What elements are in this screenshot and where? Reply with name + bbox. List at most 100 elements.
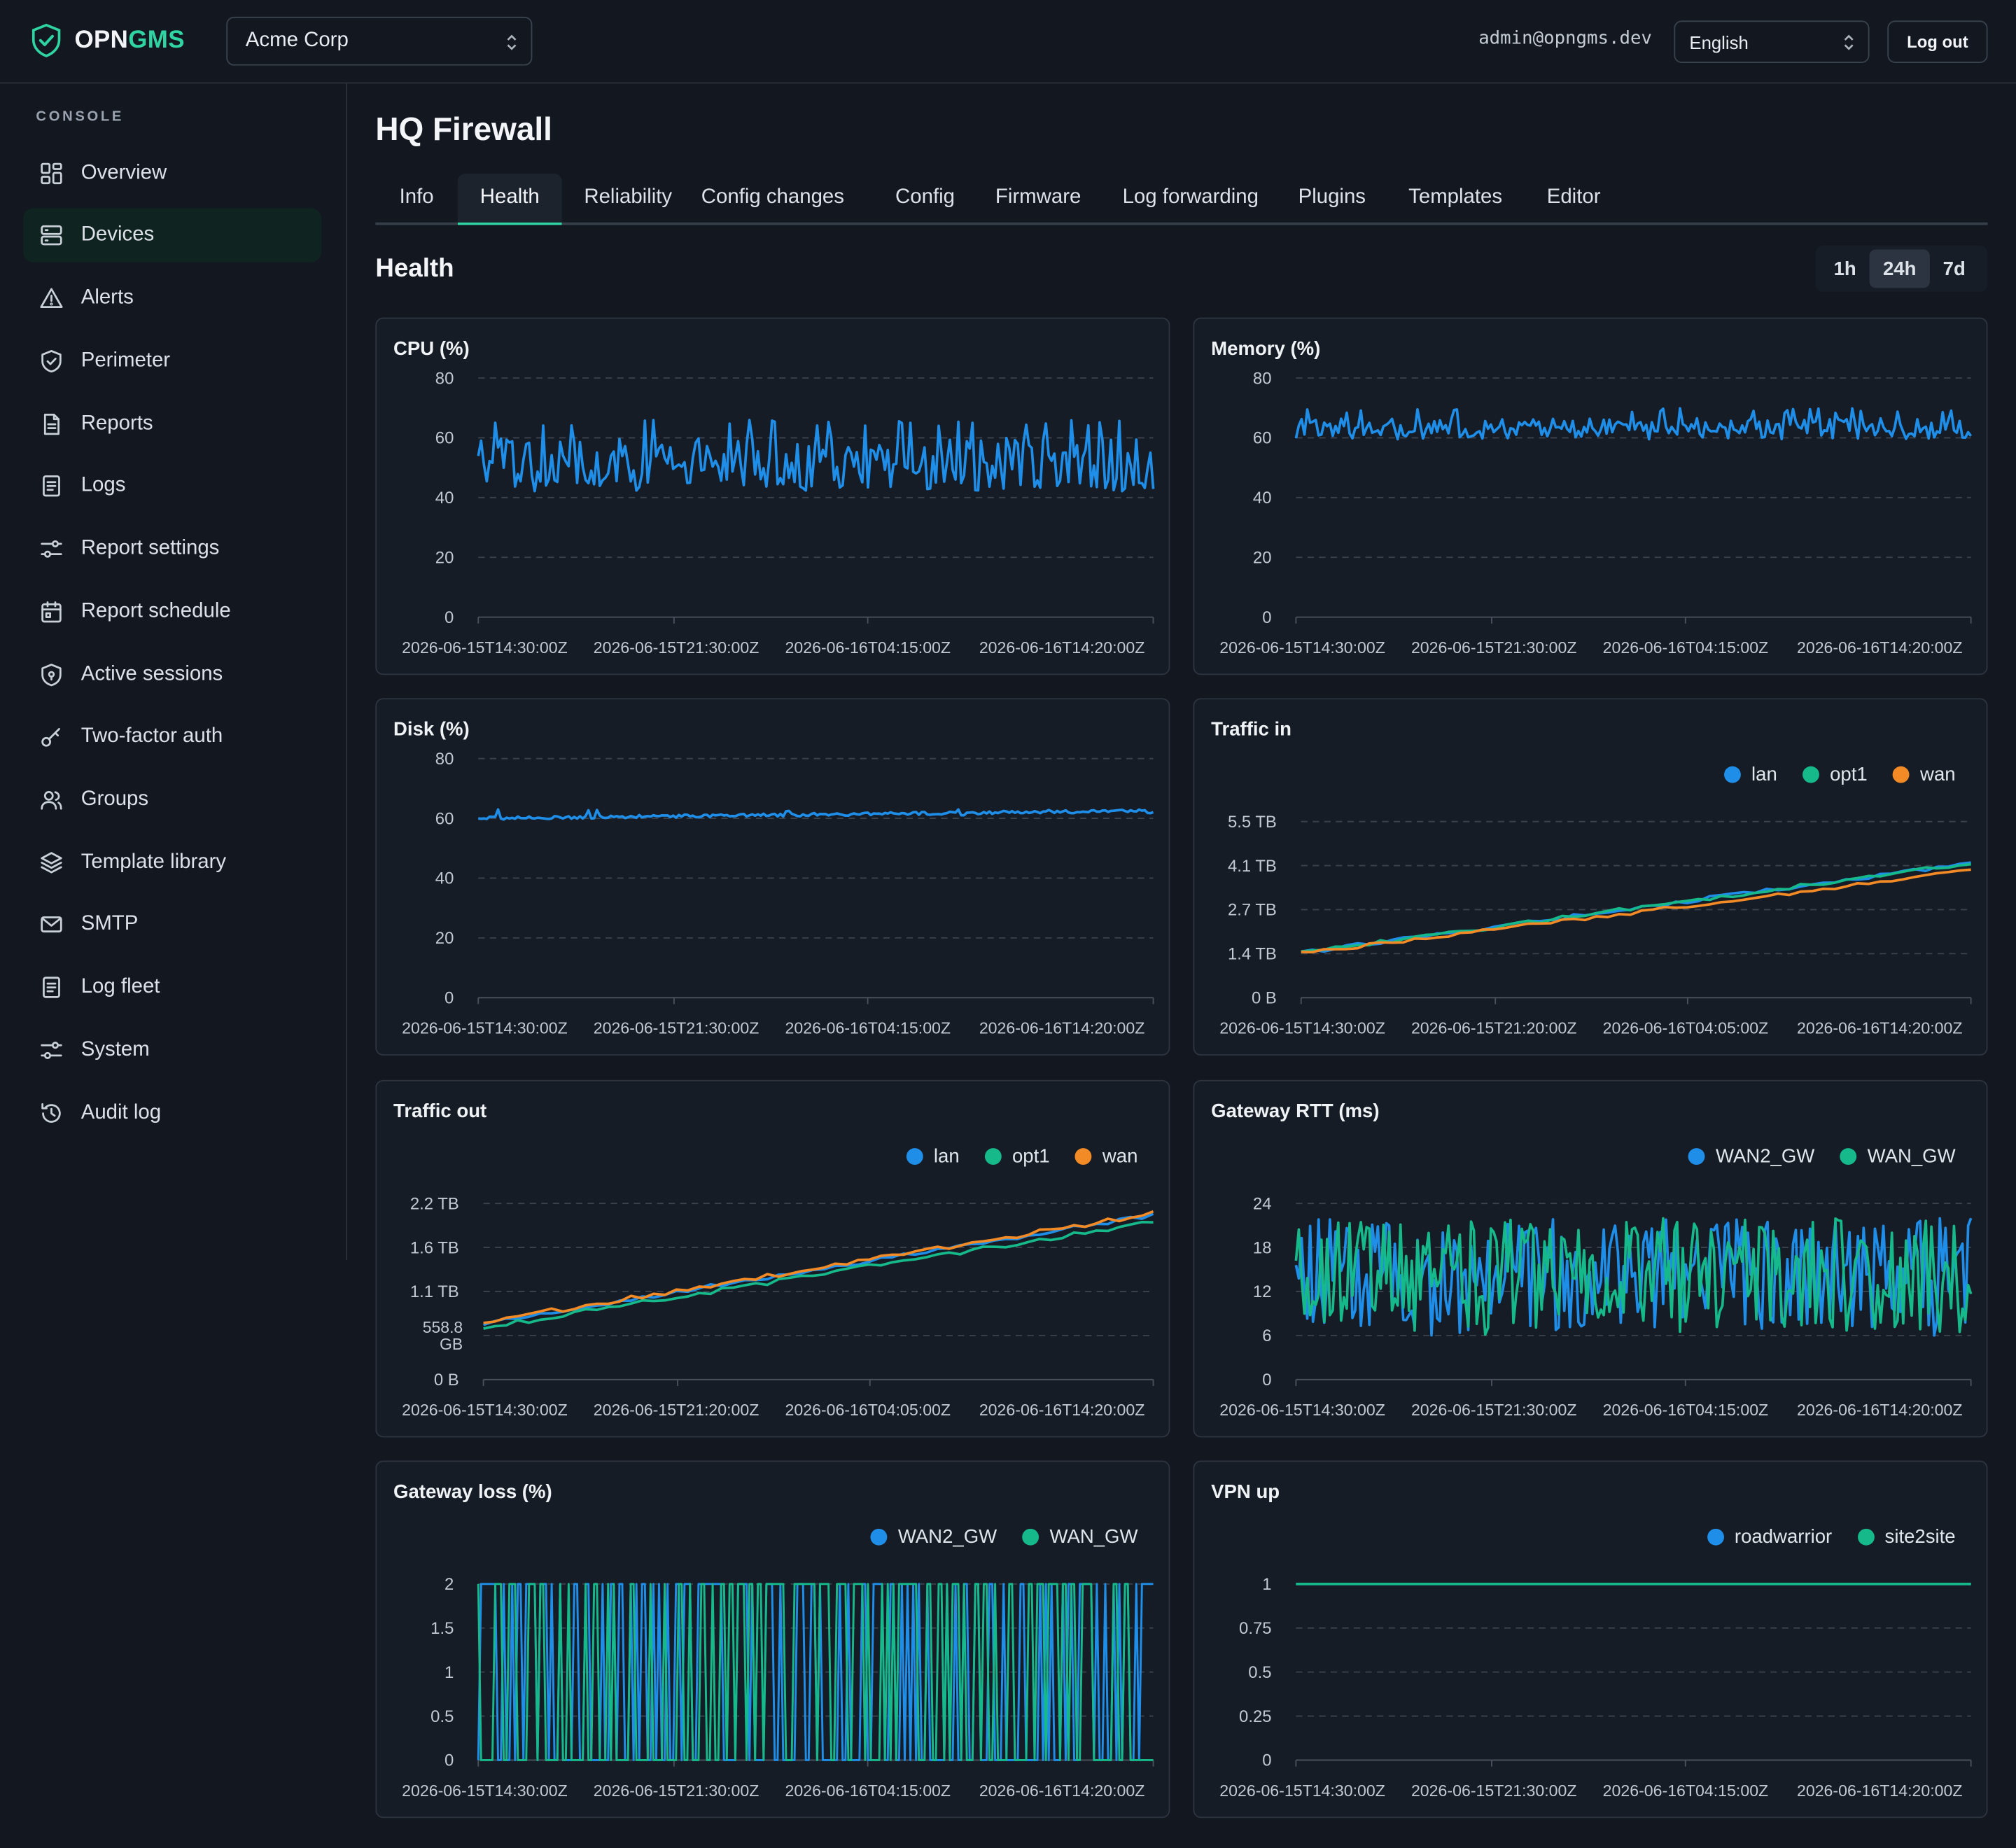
chart-card-cpu: CPU (%) 80 60 40 20 0 2026-06-15T14:30:00Z 2026… — [375, 317, 1170, 676]
legend-item[interactable]: wan — [1075, 1145, 1138, 1168]
tab-health[interactable]: Health — [457, 173, 562, 225]
chart-title: Gateway RTT (ms) — [1211, 1100, 1380, 1123]
legend-item[interactable]: lan — [1724, 764, 1777, 785]
series-line — [1294, 407, 1973, 441]
x-tick-label: 2026-06-15T14:30:00Z — [1219, 1782, 1385, 1800]
tab-editor[interactable]: Editor — [1546, 186, 1601, 209]
legend-label: WAN_GW — [1867, 1145, 1956, 1168]
sidebar-item-perimeter[interactable]: Perimeter — [23, 335, 321, 388]
series-line-wan — [1301, 868, 1971, 954]
chart-title: VPN up — [1211, 1480, 1280, 1504]
y-tick-label: 0.25 — [1239, 1707, 1271, 1726]
sidebar-item-audit-log[interactable]: Audit log — [23, 1086, 321, 1140]
brand-name-part-2: GMS — [128, 26, 185, 54]
x-tick-label: 2026-06-15T14:30:00Z — [402, 1782, 568, 1800]
legend-item[interactable]: site2site — [1857, 1526, 1956, 1548]
sidebar-item-report-settings[interactable]: Report settings — [23, 522, 321, 576]
sidebar-item-logs[interactable]: Logs — [23, 459, 321, 513]
y-tick-label: 0.5 — [1248, 1663, 1271, 1682]
chart-card-memory: Memory (%) 80 60 40 20 0 2026-06-15T14:30:00Z 2… — [1193, 317, 1988, 676]
x-tick-label: 2026-06-16T14:20:00Z — [979, 1401, 1145, 1419]
legend-item[interactable]: lan — [906, 1145, 960, 1168]
legend-swatch — [1724, 766, 1742, 783]
range-option-7d[interactable]: 7d — [1942, 258, 1966, 280]
tab-firmware[interactable]: Firmware — [995, 186, 1082, 209]
sidebar-item-template-library[interactable]: Template library — [23, 836, 321, 890]
sidebar-item-smtp[interactable]: SMTP — [23, 897, 321, 951]
sidebar-item-label: Two-factor auth — [80, 724, 223, 748]
sidebar-item-reports[interactable]: Reports — [23, 398, 321, 451]
sidebar-item-overview[interactable]: Overview — [23, 146, 321, 200]
range-option-24h[interactable]: 24h — [1869, 249, 1930, 288]
shield-check-icon — [31, 23, 61, 57]
y-tick-label: 80 — [435, 750, 454, 769]
legend-item[interactable]: WAN2_GW — [871, 1526, 997, 1548]
legend-item[interactable]: WAN2_GW — [1688, 1145, 1814, 1168]
y-tick-label: 0 — [1262, 608, 1271, 627]
y-tick-label: 1.6 TB — [410, 1238, 459, 1257]
sidebar: CONSOLE Overview Devices Alerts Perimeter Re… — [0, 83, 347, 1260]
tab-log-forwarding[interactable]: Log forwarding — [1122, 186, 1259, 209]
brand-logo[interactable]: OPNGMS — [31, 23, 185, 58]
y-tick-label: 0 — [444, 608, 454, 627]
legend-item[interactable]: opt1 — [1802, 764, 1868, 785]
legend-swatch — [985, 1148, 1002, 1166]
sidebar-item-log-fleet[interactable]: Log fleet — [23, 960, 321, 1014]
chart-plot: 80 60 40 20 0 2026-06-15T14:30:00Z 2026-06-15T… — [402, 369, 1155, 657]
sidebar-item-system[interactable]: System — [23, 1023, 321, 1077]
device-tabs: Info Health Reliability Config changes Confi… — [375, 173, 1988, 225]
tab-config-changes[interactable]: Config changes — [701, 186, 844, 209]
y-tick-label: 1 — [1262, 1575, 1271, 1594]
x-tick-label: 2026-06-15T14:30:00Z — [1219, 1019, 1385, 1037]
legend-item[interactable]: roadwarrior — [1707, 1526, 1832, 1548]
x-tick-label: 2026-06-15T21:30:00Z — [1411, 638, 1577, 657]
y-tick-label: 0 — [1262, 1371, 1271, 1390]
x-tick-label: 2026-06-15T21:30:00Z — [1411, 1782, 1577, 1800]
legend-item[interactable]: opt1 — [985, 1145, 1050, 1168]
x-tick-label: 2026-06-16T04:15:00Z — [1603, 1782, 1769, 1800]
sidebar-item-label: Log fleet — [80, 976, 160, 998]
legend-item[interactable]: wan — [1893, 763, 1956, 786]
chart-plot: 80 60 40 20 0 2026-06-15T14:30:00Z 2026-06-15T… — [1219, 369, 1973, 657]
y-tick-label: 1.1 TB — [410, 1282, 459, 1301]
sidebar-item-two-factor-auth[interactable]: Two-factor auth — [23, 710, 321, 764]
legend-label: lan — [1751, 763, 1777, 786]
range-option-1h[interactable]: 1h — [1833, 258, 1856, 280]
x-tick-label: 2026-06-15T21:30:00Z — [594, 1019, 760, 1037]
legend-item[interactable]: WAN_GW — [1022, 1526, 1138, 1548]
sidebar-item-label: Overview — [80, 162, 167, 184]
logout-button[interactable]: Log out — [1887, 20, 1988, 63]
tab-plugins[interactable]: Plugins — [1298, 186, 1366, 209]
sidebar-item-alerts[interactable]: Alerts — [23, 272, 321, 326]
shield-icon — [38, 349, 64, 374]
shield-lock-icon — [38, 662, 64, 688]
x-tick-label: 2026-06-15T14:30:00Z — [402, 1401, 568, 1419]
y-tick-label: 0 B — [1252, 989, 1277, 1008]
sidebar-item-label: Report settings — [80, 537, 220, 559]
tab-reliability[interactable]: Reliability — [584, 186, 673, 209]
legend-label: wan — [1920, 763, 1956, 786]
y-tick-label: 20 — [435, 548, 454, 567]
y-tick-label: 0.5 — [430, 1707, 454, 1726]
legend-item[interactable]: WAN_GW — [1840, 1145, 1956, 1168]
sidebar-item-groups[interactable]: Groups — [23, 773, 321, 827]
tab-info[interactable]: Info — [399, 186, 434, 209]
sidebar-item-report-schedule[interactable]: Report schedule — [23, 585, 321, 639]
language-select[interactable]: English — [1674, 20, 1870, 63]
sidebar-item-label: Alerts — [80, 286, 134, 309]
series-line — [478, 808, 1154, 821]
sidebar-item-devices[interactable]: Devices — [23, 208, 322, 262]
x-tick-label: 2026-06-16T04:15:00Z — [785, 1019, 951, 1037]
tab-templates[interactable]: Templates — [1408, 186, 1503, 209]
sidebar-item-label: Logs — [80, 474, 126, 496]
sidebar-item-active-sessions[interactable]: Active sessions — [23, 648, 321, 702]
legend-swatch — [1840, 1148, 1857, 1166]
y-tick-label: 558.8 — [423, 1318, 463, 1336]
legend-label: lan — [933, 1145, 960, 1168]
sidebar-item-label: System — [80, 1039, 150, 1061]
org-select[interactable]: Acme Corp — [226, 16, 533, 66]
y-tick-label: 1.5 — [430, 1619, 454, 1638]
y-tick-label: 1.4 TB — [1228, 945, 1277, 964]
chart-card-gateway-rtt-ms: Gateway RTT (ms) WAN2_GW WAN_GW 24 18 12 6 0 202… — [1193, 1079, 1988, 1438]
tab-config[interactable]: Config — [895, 186, 955, 209]
